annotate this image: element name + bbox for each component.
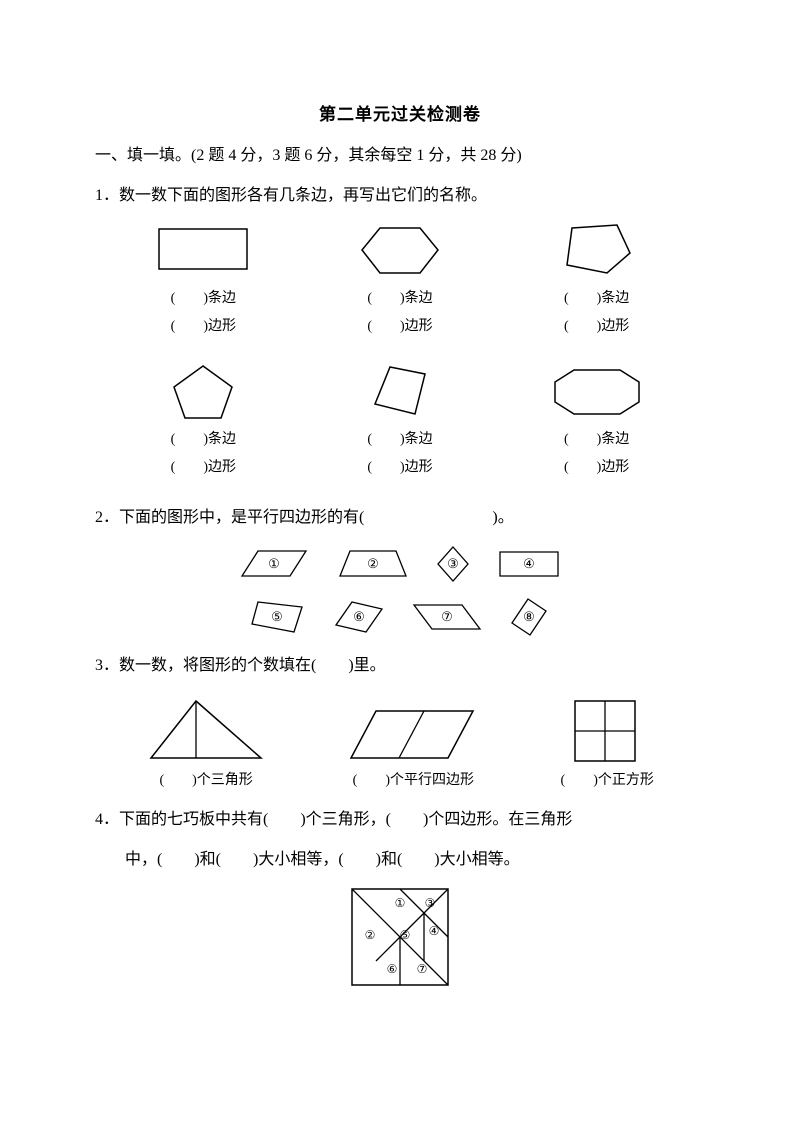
svg-text:①: ① bbox=[268, 556, 280, 571]
svg-text:⑧: ⑧ bbox=[523, 609, 535, 624]
q3-shapes: ( )个三角形 ( )个平行四边形 bbox=[95, 693, 705, 789]
svg-text:④: ④ bbox=[429, 924, 440, 938]
q3-triangle: ( )个三角形 bbox=[146, 693, 266, 789]
q1-shape-octagon: ( )条边 ( )边形 bbox=[517, 364, 677, 481]
q3-prompt: 3．数一数，将图形的个数填在( )里。 bbox=[95, 653, 705, 679]
q1-prompt: 1．数一数下面的图形各有几条边，再写出它们的名称。 bbox=[95, 183, 705, 209]
svg-text:③: ③ bbox=[425, 896, 436, 910]
q1-shape-pentagon: ( )条边 ( )边形 bbox=[123, 364, 283, 481]
svg-text:⑤: ⑤ bbox=[271, 609, 283, 624]
q3-square: ( )个正方形 bbox=[561, 693, 654, 789]
svg-text:⑥: ⑥ bbox=[353, 609, 365, 624]
q1-shape-pentagon-irregular: ( )条边 ( )边形 bbox=[517, 223, 677, 340]
svg-text:③: ③ bbox=[447, 556, 459, 571]
q1-shape-label: ( )边形 bbox=[171, 314, 236, 340]
svg-text:⑦: ⑦ bbox=[417, 962, 428, 976]
svg-text:④: ④ bbox=[523, 556, 535, 571]
q1-edge-label: ( )条边 bbox=[171, 286, 236, 312]
q1-row-2: ( )条边 ( )边形 ( )条边 ( )边形 ( )条边 bbox=[95, 364, 705, 481]
q4-tangram: ① ② ③ ④ ⑤ ⑥ ⑦ bbox=[95, 887, 705, 987]
q1-shape-quad: ( )条边 ( )边形 bbox=[320, 364, 480, 481]
section-header: 一、填一填。(2 题 4 分，3 题 6 分，其余每空 1 分，共 28 分) bbox=[95, 143, 705, 169]
q2-shapes: ① ② ③ ④ ⑤ ⑥ ⑦ ⑧ bbox=[95, 545, 705, 637]
svg-text:②: ② bbox=[365, 928, 376, 942]
q2-prompt: 2．下面的图形中，是平行四边形的有( )。 bbox=[95, 505, 705, 531]
q4-line1: 4．下面的七巧板中共有( )个三角形，( )个四边形。在三角形 bbox=[95, 807, 705, 833]
svg-text:⑤: ⑤ bbox=[400, 928, 411, 942]
svg-text:②: ② bbox=[367, 556, 379, 571]
q1-row-1: ( )条边 ( )边形 ( )条边 ( )边形 ( )条边 bbox=[95, 223, 705, 340]
svg-text:⑥: ⑥ bbox=[387, 962, 398, 976]
q1-shape-hexagon: ( )条边 ( )边形 bbox=[320, 223, 480, 340]
q1-shape-rectangle: ( )条边 ( )边形 bbox=[123, 223, 283, 340]
q3-parallelogram: ( )个平行四边形 bbox=[348, 693, 478, 789]
page-title: 第二单元过关检测卷 bbox=[95, 100, 705, 125]
q4-line2: 中，( )和( )大小相等，( )和( )大小相等。 bbox=[95, 847, 705, 873]
svg-text:⑦: ⑦ bbox=[441, 609, 453, 624]
svg-text:①: ① bbox=[395, 896, 406, 910]
